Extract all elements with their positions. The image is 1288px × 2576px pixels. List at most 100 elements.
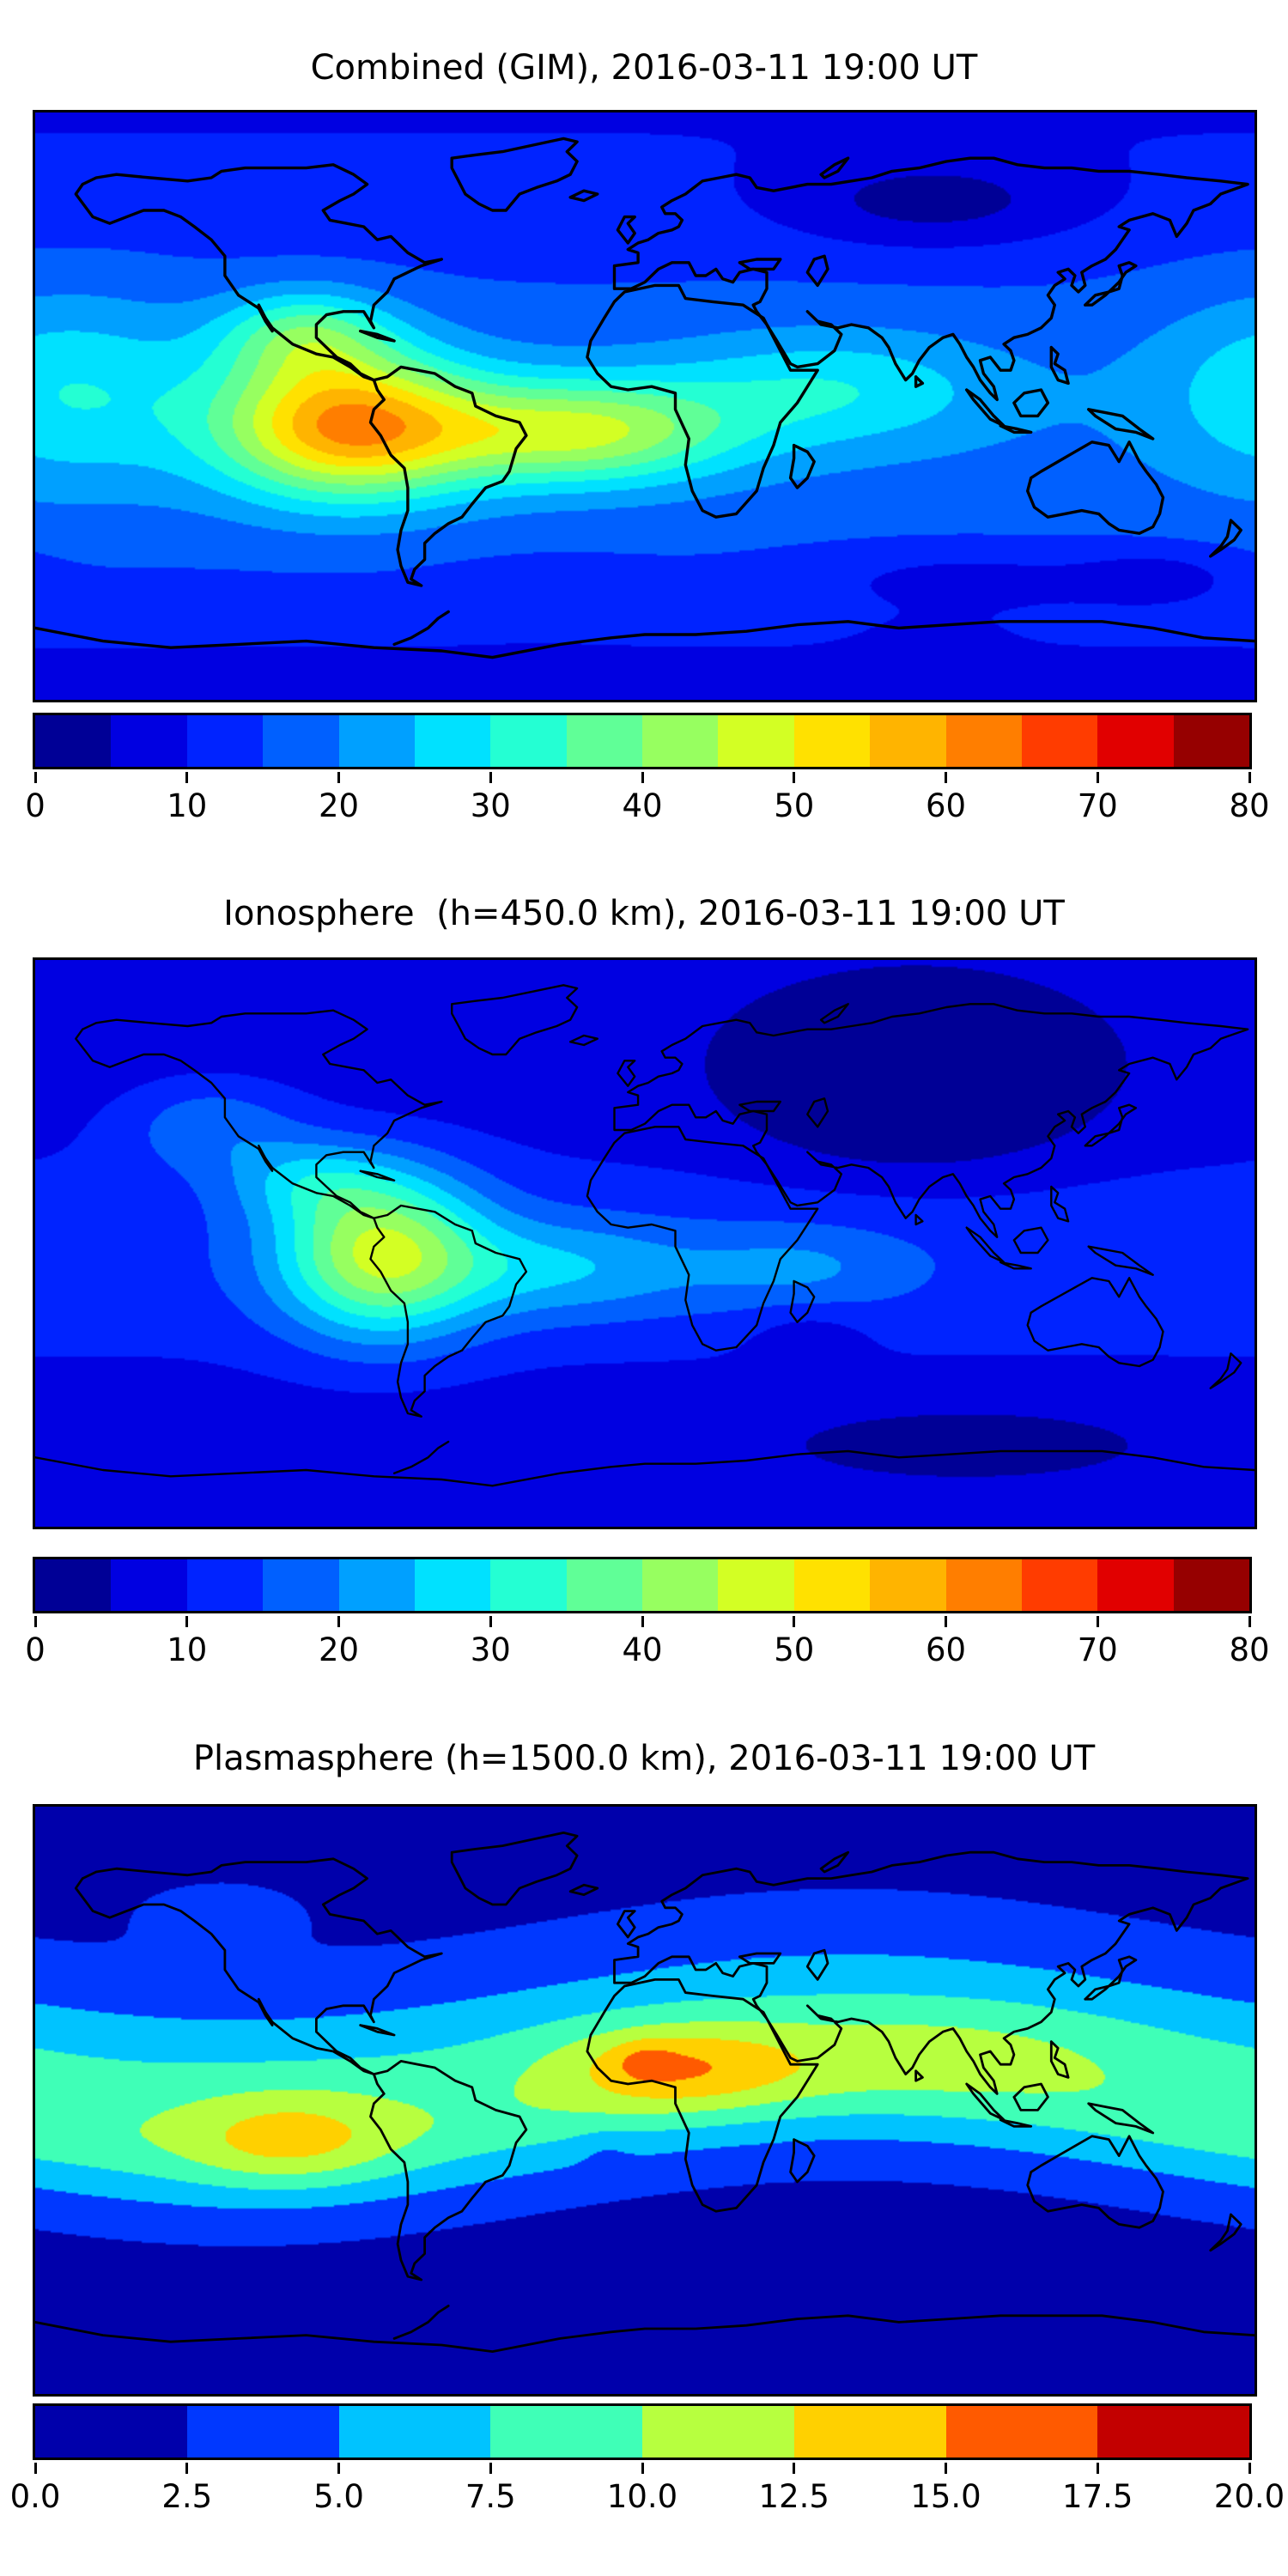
colorbar-band xyxy=(338,2406,491,2458)
colorbar-tick-label: 15.0 xyxy=(910,2478,981,2515)
colorbar-band xyxy=(1021,715,1098,767)
coastline-black_sea xyxy=(738,1952,782,1965)
coastline-antarctic_peninsula xyxy=(392,1440,450,1474)
coastline-antarctica xyxy=(35,1449,1255,1487)
colorbar-band xyxy=(490,1559,567,1611)
colorbar-tick-label: 80 xyxy=(1229,787,1270,824)
coastline-eurasia xyxy=(612,156,1249,402)
coastline-japan xyxy=(1084,261,1138,307)
colorbar-tick-label: 40 xyxy=(622,787,663,824)
coastline-north_america xyxy=(74,1857,443,2076)
colorbar-tick-label: 12.5 xyxy=(758,2478,829,2515)
coastline-madagascar xyxy=(789,2138,816,2184)
coastline-iceland xyxy=(568,189,599,203)
colorbar-tick-label: 20 xyxy=(318,1631,360,1668)
coastline-sumatra xyxy=(965,1226,1005,1264)
coastline-antarctica xyxy=(35,2314,1255,2353)
colorbar-tick xyxy=(793,772,796,783)
coastline-java xyxy=(999,424,1033,434)
coastline-greenland xyxy=(451,984,579,1056)
colorbar-tick xyxy=(945,2463,947,2474)
colorbar-tick-label: 70 xyxy=(1077,787,1118,824)
colorbar-tick-label: 17.5 xyxy=(1062,2478,1133,2515)
colorbar-band xyxy=(870,715,946,767)
coastline-java xyxy=(999,1261,1032,1270)
coastline-philippines xyxy=(1050,1185,1070,1223)
colorbar-band xyxy=(718,715,794,767)
coastline-uk xyxy=(617,1060,636,1087)
coastline-cuba xyxy=(359,329,396,343)
coastline-new_zealand xyxy=(1209,2213,1242,2252)
colorbar-band xyxy=(1097,2406,1249,2458)
colorbar-band xyxy=(35,1559,112,1611)
colorbar-tick xyxy=(489,1616,492,1627)
colorbar-tick-label: 30 xyxy=(470,787,511,824)
coastline-novaya_zemlya xyxy=(819,1003,849,1024)
coastline-eurasia xyxy=(613,1003,1249,1238)
coastline-black_sea xyxy=(738,258,782,271)
panel-title-ionosphere: Ionosphere (h=450.0 km), 2016-03-11 19:0… xyxy=(223,894,1065,933)
coastline-caspian_sea xyxy=(805,1948,829,1981)
coastline-caspian_sea xyxy=(806,1097,829,1128)
coastline-java xyxy=(999,2118,1033,2128)
colorbar-band xyxy=(414,715,491,767)
colorbar-tick xyxy=(945,1616,947,1627)
colorbar-band xyxy=(35,715,112,767)
colorbar-tick xyxy=(33,2463,37,2474)
colorbar-tick-label: 2.5 xyxy=(161,2478,213,2515)
colorbar-tick-label: 40 xyxy=(622,1631,663,1668)
coastline-iceland xyxy=(568,1883,599,1896)
coastline-novaya_zemlya xyxy=(819,1850,850,1874)
world-map-plasmasphere xyxy=(33,1804,1257,2397)
coastline-uk xyxy=(616,215,636,245)
colorbar-band xyxy=(793,2406,946,2458)
coastline-borneo xyxy=(1012,1226,1049,1255)
colorbar-tick xyxy=(1248,1616,1251,1627)
colorbar xyxy=(33,1557,1252,1613)
coastline-madagascar xyxy=(788,443,816,489)
coastline-black_sea xyxy=(738,1100,781,1113)
coastline-eurasia xyxy=(613,1850,1249,2095)
colorbar-band xyxy=(186,2406,339,2458)
coastline-caspian_sea xyxy=(805,254,829,288)
colorbar xyxy=(33,2403,1252,2460)
colorbar-tick xyxy=(1096,1616,1099,1627)
colorbar-tick xyxy=(185,2463,189,2474)
coastline-borneo xyxy=(1012,2082,1049,2111)
coastline-antarctic_peninsula xyxy=(392,610,450,647)
colorbar-band xyxy=(1021,1559,1098,1611)
coastline-greenland xyxy=(450,1831,579,1906)
colorbar-ticks xyxy=(0,772,1288,784)
colorbar-tick-label: 0 xyxy=(25,1631,46,1668)
colorbar-tick-label: 50 xyxy=(774,787,815,824)
colorbar-band xyxy=(718,1559,794,1611)
coastline-japan xyxy=(1084,1955,1138,2001)
colorbar-tick xyxy=(337,1616,340,1627)
colorbar-band xyxy=(338,715,415,767)
colorbar-tick-label: 10.0 xyxy=(606,2478,678,2515)
colorbar-tick-label: 50 xyxy=(774,1631,815,1668)
colorbar-ticks xyxy=(0,1616,1288,1628)
colorbar-band xyxy=(870,1559,946,1611)
coastline-cuba xyxy=(359,2024,396,2037)
colorbar-tick-label: 0.0 xyxy=(9,2478,61,2515)
coastline-sri_lanka xyxy=(914,2069,924,2082)
coastline-africa xyxy=(586,283,819,519)
coastline-antarctica xyxy=(35,620,1255,659)
coastline-new_zealand xyxy=(1209,1352,1242,1389)
colorbar-band xyxy=(793,1559,871,1611)
colorbar xyxy=(33,713,1252,769)
coastline-greenland xyxy=(450,137,579,212)
colorbar-band xyxy=(186,715,264,767)
tec-field-canvas xyxy=(35,1807,1255,2394)
colorbar-tick xyxy=(1096,2463,1099,2474)
coastline-overlay xyxy=(35,1831,1255,2353)
colorbar-tick xyxy=(185,772,189,783)
coastline-madagascar xyxy=(789,1279,816,1323)
colorbar-tick xyxy=(337,2463,340,2474)
colorbar-tick xyxy=(641,1616,644,1627)
colorbar-band xyxy=(566,715,642,767)
world-map-ionosphere xyxy=(33,957,1257,1529)
colorbar-band xyxy=(35,2406,187,2458)
coastline-south_america xyxy=(369,1204,528,1418)
